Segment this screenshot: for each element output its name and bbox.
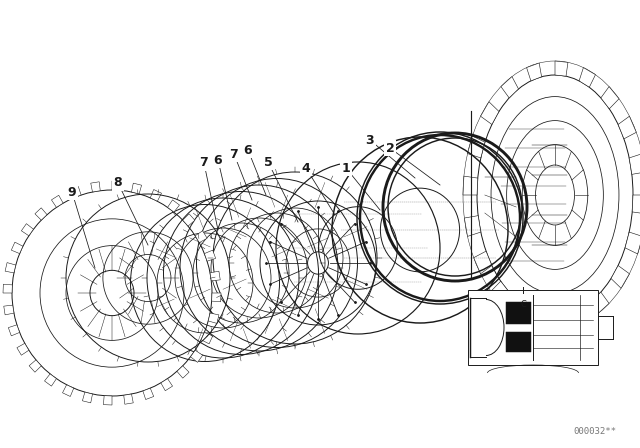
Text: 7: 7 <box>230 147 238 160</box>
Polygon shape <box>17 343 29 355</box>
Polygon shape <box>150 190 161 201</box>
Polygon shape <box>195 231 207 243</box>
Polygon shape <box>29 360 42 372</box>
Text: 1: 1 <box>342 161 350 175</box>
Polygon shape <box>501 77 518 98</box>
Text: 8: 8 <box>114 177 122 190</box>
Bar <box>506 332 531 352</box>
Polygon shape <box>208 313 219 323</box>
Text: 4: 4 <box>301 161 310 175</box>
Text: C: C <box>520 300 526 309</box>
Polygon shape <box>463 176 478 195</box>
Bar <box>506 302 531 324</box>
Polygon shape <box>63 385 74 396</box>
Polygon shape <box>527 63 541 81</box>
Polygon shape <box>632 195 640 214</box>
Text: 2: 2 <box>386 142 394 155</box>
Polygon shape <box>542 314 555 329</box>
Text: 000032**: 000032** <box>573 427 616 436</box>
Polygon shape <box>161 379 173 391</box>
Polygon shape <box>591 292 609 314</box>
Polygon shape <box>481 102 499 125</box>
Polygon shape <box>555 61 568 76</box>
Polygon shape <box>601 86 619 109</box>
Text: 5: 5 <box>264 155 273 168</box>
Text: 6: 6 <box>244 143 252 156</box>
Polygon shape <box>629 154 640 174</box>
Polygon shape <box>35 208 47 220</box>
Polygon shape <box>491 281 509 303</box>
Text: 6: 6 <box>214 154 222 167</box>
Polygon shape <box>625 232 640 254</box>
Polygon shape <box>204 250 216 261</box>
Polygon shape <box>579 68 595 87</box>
Polygon shape <box>465 215 481 237</box>
Polygon shape <box>12 242 23 254</box>
Polygon shape <box>182 214 195 226</box>
Polygon shape <box>8 325 20 336</box>
Polygon shape <box>51 195 63 207</box>
Polygon shape <box>104 396 112 405</box>
Polygon shape <box>618 116 636 139</box>
Polygon shape <box>191 350 203 362</box>
Bar <box>468 290 598 365</box>
Polygon shape <box>474 251 492 274</box>
Polygon shape <box>3 284 12 293</box>
Polygon shape <box>611 266 629 288</box>
Text: 3: 3 <box>365 134 374 146</box>
Polygon shape <box>467 136 485 158</box>
Polygon shape <box>21 224 33 236</box>
Polygon shape <box>201 332 212 344</box>
Text: 7: 7 <box>200 156 209 169</box>
Polygon shape <box>177 366 189 378</box>
Polygon shape <box>112 181 120 190</box>
Polygon shape <box>124 394 133 404</box>
Polygon shape <box>210 271 220 281</box>
Polygon shape <box>568 309 584 327</box>
Text: 9: 9 <box>68 185 76 198</box>
Polygon shape <box>143 388 154 400</box>
Polygon shape <box>515 303 531 323</box>
Polygon shape <box>45 374 56 386</box>
Polygon shape <box>83 392 93 403</box>
Polygon shape <box>168 200 179 212</box>
Polygon shape <box>212 293 221 302</box>
Polygon shape <box>91 182 100 192</box>
Polygon shape <box>70 186 81 198</box>
Polygon shape <box>5 263 16 273</box>
Polygon shape <box>4 305 14 315</box>
Polygon shape <box>131 183 141 194</box>
